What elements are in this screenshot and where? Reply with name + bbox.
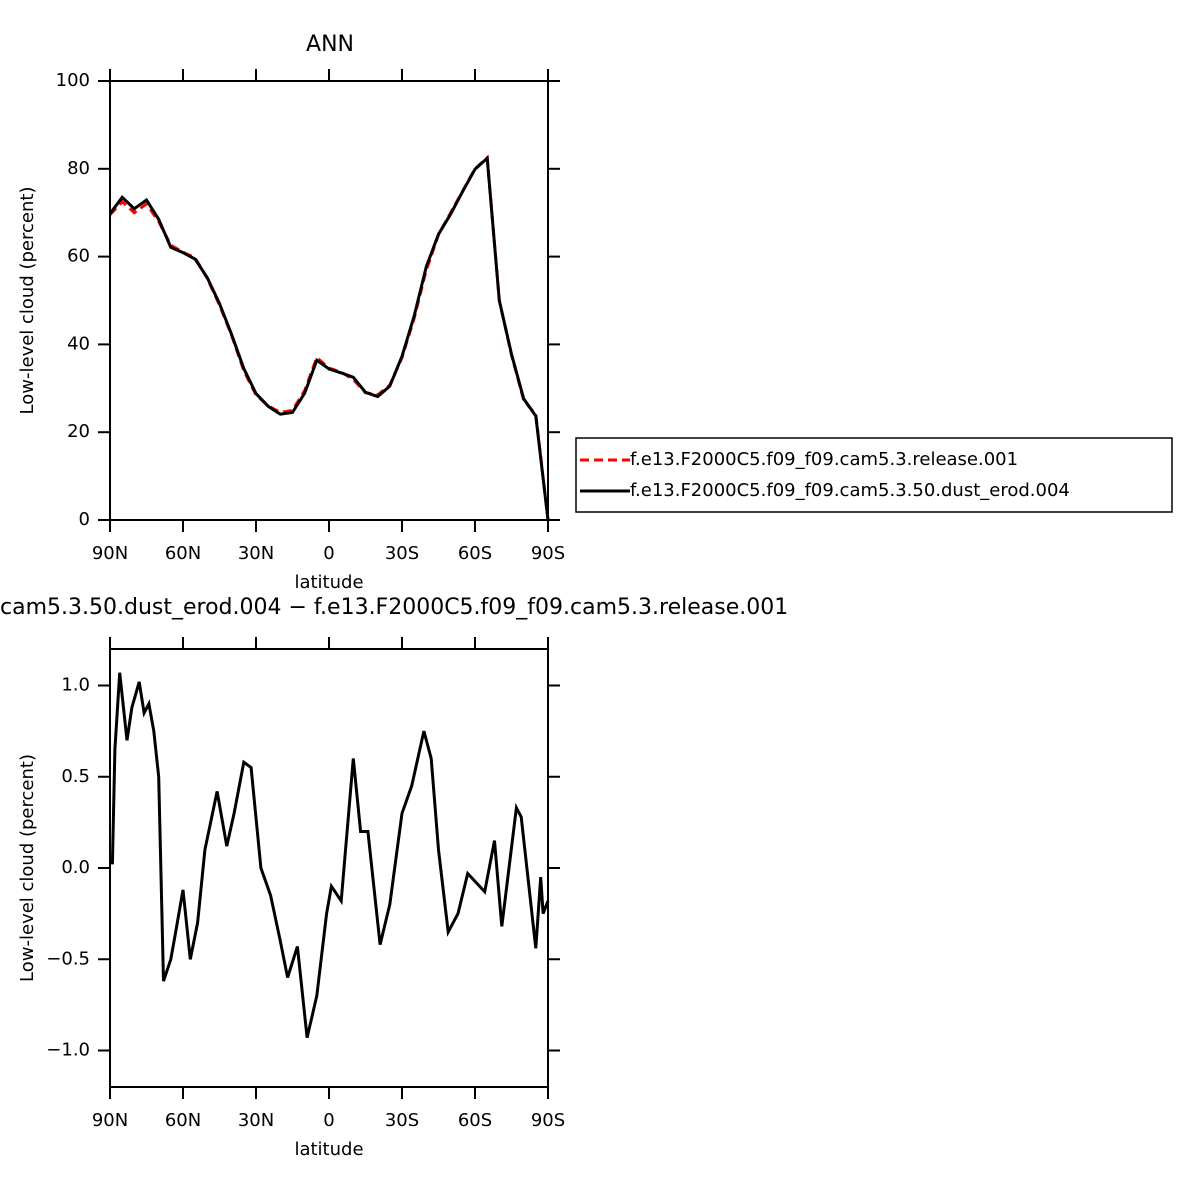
x-tick-label: 90N xyxy=(92,543,128,564)
y-tick-label: 100 xyxy=(56,70,90,91)
plot-frame xyxy=(109,648,549,1088)
chart-title: cam5.3.50.dust_erod.004 − f.e13.F2000C5.… xyxy=(0,595,788,620)
y-tick-label: 40 xyxy=(67,333,90,354)
y-tick-label: −1.0 xyxy=(46,1040,90,1061)
y-tick-label: 1.0 xyxy=(61,675,90,696)
legend-label: f.e13.F2000C5.f09_f09.cam5.3.release.001 xyxy=(630,449,1018,470)
x-tick-label: 30S xyxy=(385,1110,419,1131)
x-tick-label: 30S xyxy=(385,543,419,564)
x-tick-label: 90N xyxy=(92,1110,128,1131)
data-line xyxy=(108,154,550,521)
x-axis-label: latitude xyxy=(294,1139,363,1160)
x-tick-label: 0 xyxy=(323,543,334,564)
y-tick-label: 0 xyxy=(79,509,90,530)
legend-label: f.e13.F2000C5.f09_f09.cam5.3.50.dust_ero… xyxy=(630,480,1070,501)
y-axis-label: Low-level cloud (percent) xyxy=(17,187,38,415)
y-tick-label: 0.5 xyxy=(61,766,90,787)
legend-box xyxy=(575,437,1173,513)
x-tick-label: 60N xyxy=(165,543,201,564)
y-tick-label: 20 xyxy=(67,421,90,442)
y-tick-label: 80 xyxy=(67,158,90,179)
y-tick-label: 60 xyxy=(67,246,90,267)
data-line xyxy=(108,155,550,521)
x-tick-label: 0 xyxy=(323,1110,334,1131)
y-axis-label: Low-level cloud (percent) xyxy=(17,754,38,982)
y-tick-label: −0.5 xyxy=(46,948,90,969)
x-tick-label: 30N xyxy=(238,1110,274,1131)
x-tick-label: 30N xyxy=(238,543,274,564)
chart-title: ANN xyxy=(306,32,354,57)
data-line xyxy=(110,672,550,1039)
x-axis-label: latitude xyxy=(294,572,363,593)
x-tick-label: 60N xyxy=(165,1110,201,1131)
plot-frame xyxy=(109,80,549,521)
x-tick-label: 90S xyxy=(531,1110,565,1131)
x-tick-label: 60S xyxy=(458,1110,492,1131)
x-tick-label: 60S xyxy=(458,543,492,564)
y-tick-label: 0.0 xyxy=(61,857,90,878)
x-tick-label: 90S xyxy=(531,543,565,564)
